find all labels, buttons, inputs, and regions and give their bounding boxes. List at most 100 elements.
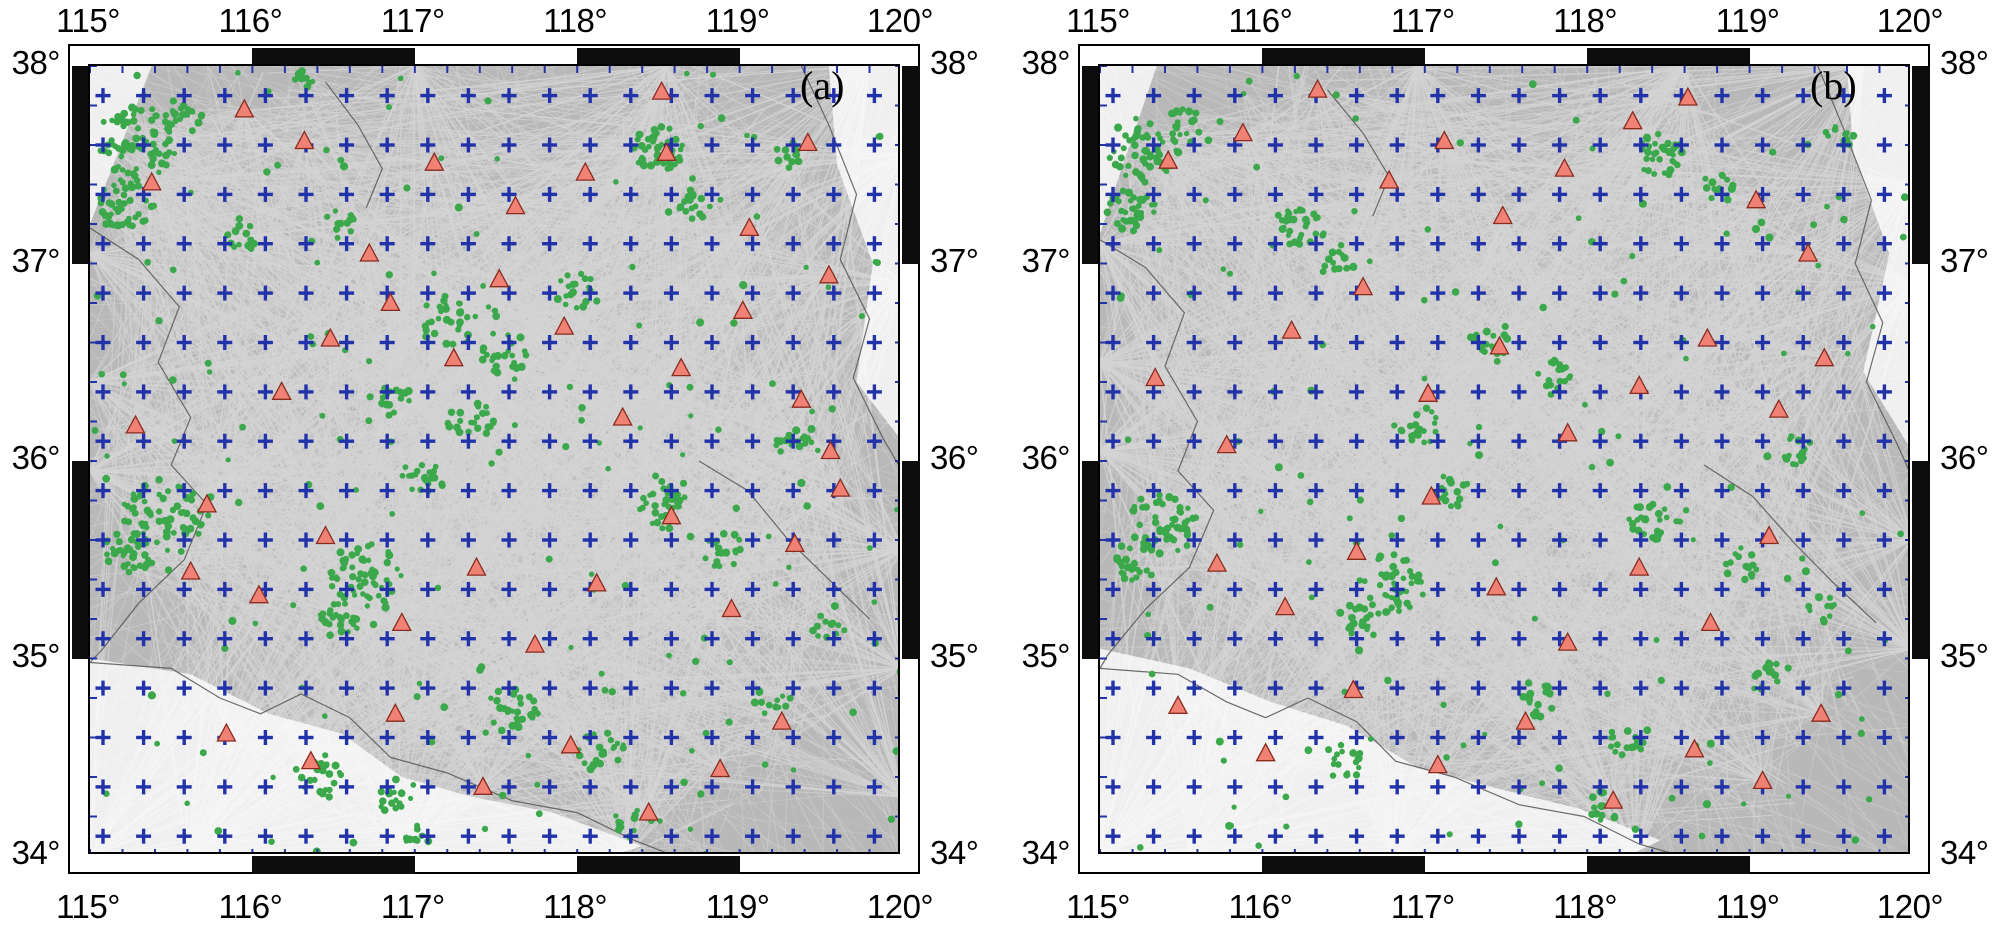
earthquake-marker — [1156, 491, 1163, 499]
earthquake-marker — [473, 231, 480, 237]
earthquake-marker — [684, 70, 690, 77]
frame-band-top-lon-116 — [252, 48, 415, 66]
earthquake-marker — [169, 97, 177, 105]
earthquake-marker — [165, 136, 174, 145]
earthquake-marker — [242, 229, 251, 238]
earthquake-marker — [730, 530, 739, 539]
earthquake-marker — [162, 151, 170, 160]
station-marker — [1768, 398, 1789, 418]
earthquake-marker — [377, 788, 385, 796]
earthquake-marker — [676, 205, 683, 212]
earthquake-marker — [455, 428, 464, 437]
earthquake-marker — [722, 548, 731, 557]
earthquake-marker — [1366, 258, 1373, 265]
station-marker — [320, 327, 341, 347]
earthquake-marker — [765, 701, 773, 709]
earthquake-marker — [1793, 461, 1799, 468]
station-marker — [1434, 130, 1455, 150]
earthquake-marker — [1628, 520, 1637, 528]
earthquake-marker — [1544, 682, 1551, 690]
earthquake-marker — [348, 551, 356, 559]
earthquake-marker — [1106, 154, 1113, 161]
earthquake-marker — [581, 275, 589, 283]
earthquake-marker — [1421, 439, 1428, 446]
earthquake-marker — [1396, 608, 1402, 614]
earthquake-marker — [685, 195, 694, 204]
earthquake-marker — [1623, 727, 1632, 735]
coastline-3 — [1326, 89, 1390, 217]
earthquake-marker — [339, 162, 349, 171]
earthquake-marker — [1851, 836, 1860, 844]
station-marker — [560, 734, 581, 754]
earthquake-marker — [707, 203, 713, 210]
earthquake-marker — [643, 500, 649, 506]
station-marker — [1629, 375, 1650, 395]
earthquake-marker — [1857, 729, 1865, 738]
earthquake-marker — [1165, 493, 1174, 502]
earthquake-marker — [297, 67, 306, 76]
earthquake-marker — [1328, 248, 1337, 257]
earthquake-marker — [189, 109, 196, 115]
earthquake-marker — [388, 799, 396, 807]
earthquake-marker — [316, 787, 324, 796]
earthquake-marker — [588, 571, 595, 577]
earthquake-marker — [1526, 700, 1533, 706]
earthquake-marker — [350, 621, 357, 628]
earthquake-marker — [825, 284, 832, 290]
earthquake-marker — [398, 573, 404, 579]
sea-polygon-2 — [90, 66, 152, 224]
lat-tick-label-right-34: 34° — [1940, 834, 1989, 871]
earthquake-marker — [1643, 133, 1651, 142]
earthquake-marker — [1785, 793, 1792, 799]
earthquake-marker — [613, 813, 619, 819]
earthquake-marker — [428, 318, 435, 326]
earthquake-marker — [421, 322, 430, 330]
earthquake-marker — [330, 779, 338, 787]
earthquake-marker — [442, 339, 451, 348]
earthquake-marker — [112, 187, 120, 195]
earthquake-marker — [449, 340, 457, 348]
earthquake-marker — [120, 109, 129, 118]
earthquake-marker — [1788, 433, 1795, 440]
earthquake-marker — [1575, 215, 1582, 222]
earthquake-marker — [347, 228, 354, 235]
frame-band-top-lon-118 — [577, 48, 740, 66]
earthquake-marker — [454, 203, 463, 212]
lat-tick-label-left-36: 36° — [11, 439, 61, 476]
earthquake-marker — [1753, 566, 1760, 573]
earthquake-marker — [472, 313, 479, 320]
earthquake-marker — [235, 69, 241, 76]
earthquake-marker — [782, 702, 790, 710]
earthquake-marker — [456, 300, 463, 307]
earthquake-marker — [1163, 168, 1170, 175]
earthquake-marker — [1114, 162, 1120, 168]
lon-tick-label-120: 120° — [1876, 2, 1944, 39]
earthquake-marker — [596, 440, 602, 446]
earthquake-marker — [1183, 130, 1190, 137]
earthquake-marker — [162, 161, 170, 169]
earthquake-marker — [681, 494, 688, 501]
earthquake-marker — [1849, 131, 1858, 140]
earthquake-marker — [390, 409, 397, 416]
earthquake-marker — [337, 627, 346, 636]
lat-tick-label-left-34: 34° — [11, 834, 61, 871]
earthquake-marker — [456, 408, 465, 417]
lon-tick-label-120: 120° — [866, 2, 934, 39]
lon-tick-label-118: 118° — [1553, 2, 1618, 39]
earthquake-marker — [205, 512, 212, 519]
earthquake-marker — [1122, 555, 1131, 564]
earthquake-marker — [404, 387, 413, 395]
map-canvas-b — [1100, 66, 1908, 852]
earthquake-marker — [657, 818, 663, 824]
earthquake-marker — [129, 117, 138, 125]
earthquake-marker — [1433, 414, 1439, 421]
earthquake-marker — [511, 422, 518, 429]
earthquake-marker — [1556, 377, 1564, 385]
earthquake-marker — [440, 703, 449, 711]
earthquake-marker — [725, 718, 733, 726]
earthquake-marker — [1844, 130, 1850, 136]
earthquake-marker — [664, 208, 673, 216]
lon-tick-label-119: 119° — [1715, 2, 1780, 39]
earthquake-marker — [482, 429, 491, 437]
earthquake-marker — [730, 560, 737, 568]
